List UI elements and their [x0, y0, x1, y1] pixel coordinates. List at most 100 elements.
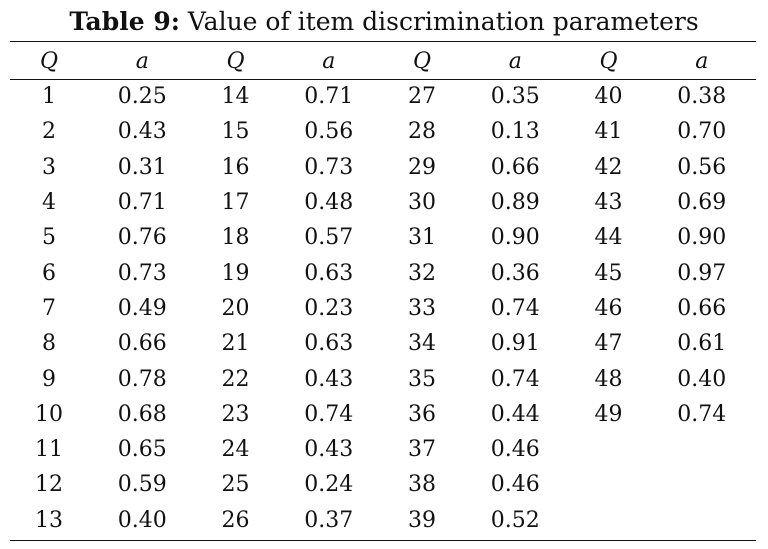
- discrimination-value-cell: 0.71: [117, 190, 167, 216]
- discrimination-value-cell: [648, 432, 757, 467]
- table-row: 3 0.31 16 0.73 29 0.66 42 0.56: [10, 150, 756, 185]
- discrimination-value-cell: 0.90: [490, 225, 540, 251]
- discrimination-value-cell: [648, 467, 757, 502]
- table-caption-label: Table 9:: [69, 7, 180, 36]
- item-number-cell: 37: [408, 437, 436, 463]
- item-number-cell: 19: [221, 260, 250, 286]
- item-number-cell: 42: [594, 154, 623, 180]
- table-row: 1 0.25 14 0.71 27 0.35 40 0.38: [10, 79, 756, 114]
- table-row: 13 0.40 26 0.37 39 0.52: [10, 503, 756, 538]
- item-number-cell: 24: [221, 437, 250, 463]
- discrimination-value-cell: 0.63: [304, 260, 354, 286]
- item-number-cell: 5: [42, 225, 56, 251]
- discrimination-value-cell: 0.74: [490, 366, 540, 392]
- discrimination-table: Q a Q a Q a Q a 1 0.25 14 0.71 27 0.35 40 0.38 2…: [10, 43, 756, 538]
- bottom-rule: [10, 540, 756, 541]
- discrimination-value-cell: 0.61: [677, 331, 727, 357]
- item-number-cell: 2: [42, 119, 56, 145]
- discrimination-value-cell: 0.74: [490, 295, 540, 321]
- item-number-cell: 25: [221, 472, 250, 498]
- table-row: 11 0.65 24 0.43 37 0.46: [10, 432, 756, 467]
- discrimination-value-cell: [648, 503, 757, 538]
- header-cell-q: Q: [599, 48, 618, 74]
- item-number-cell: 1: [42, 84, 56, 110]
- discrimination-value-cell: 0.24: [304, 472, 354, 498]
- item-number-cell: 15: [221, 119, 250, 145]
- item-number-cell: 7: [42, 295, 56, 321]
- discrimination-value-cell: 0.73: [117, 260, 167, 286]
- item-number-cell: 43: [594, 190, 623, 216]
- item-number-cell: 31: [408, 225, 436, 251]
- discrimination-value-cell: 0.63: [304, 331, 354, 357]
- item-number-cell: 45: [594, 260, 623, 286]
- discrimination-value-cell: 0.70: [677, 119, 727, 145]
- discrimination-value-cell: 0.71: [304, 84, 354, 110]
- item-number-cell: 20: [221, 295, 250, 321]
- discrimination-value-cell: 0.43: [304, 437, 354, 463]
- header-rule: [10, 79, 756, 80]
- item-number-cell: 34: [408, 331, 436, 357]
- item-number-cell: 14: [221, 84, 250, 110]
- header-cell-a: a: [508, 48, 522, 74]
- item-number-cell: 46: [594, 295, 623, 321]
- item-number-cell: 26: [221, 507, 250, 533]
- item-number-cell: 21: [221, 331, 250, 357]
- discrimination-value-cell: 0.56: [304, 119, 354, 145]
- discrimination-value-cell: 0.97: [677, 260, 727, 286]
- item-number-cell: 13: [35, 507, 63, 533]
- discrimination-value-cell: 0.25: [117, 84, 167, 110]
- discrimination-value-cell: 0.13: [490, 119, 540, 145]
- table-caption: Table 9: Value of item discrimination pa…: [0, 6, 768, 38]
- item-number-cell: 47: [594, 331, 623, 357]
- discrimination-value-cell: 0.35: [490, 84, 540, 110]
- table-row: 12 0.59 25 0.24 38 0.46: [10, 467, 756, 502]
- discrimination-value-cell: 0.46: [490, 472, 540, 498]
- item-number-cell: 8: [42, 331, 56, 357]
- table-row: 9 0.78 22 0.43 35 0.74 48 0.40: [10, 361, 756, 396]
- discrimination-value-cell: 0.56: [677, 154, 727, 180]
- discrimination-value-cell: 0.74: [304, 401, 354, 427]
- header-cell-q: Q: [39, 48, 59, 74]
- item-number-cell: 36: [408, 401, 436, 427]
- discrimination-value-cell: 0.37: [304, 507, 354, 533]
- discrimination-value-cell: 0.66: [117, 331, 167, 357]
- table-row: 7 0.49 20 0.23 33 0.74 46 0.66: [10, 291, 756, 326]
- discrimination-value-cell: 0.40: [677, 366, 727, 392]
- discrimination-value-cell: 0.23: [304, 295, 354, 321]
- header-cell-a: a: [695, 48, 709, 74]
- discrimination-value-cell: 0.57: [304, 225, 354, 251]
- item-number-cell: 10: [35, 401, 63, 427]
- item-number-cell: 22: [221, 366, 250, 392]
- item-number-cell: 3: [42, 154, 56, 180]
- discrimination-value-cell: 0.78: [117, 366, 167, 392]
- item-number-cell: [570, 467, 648, 502]
- item-number-cell: 11: [35, 437, 63, 463]
- header-cell-q: Q: [226, 48, 245, 74]
- item-number-cell: 6: [42, 260, 56, 286]
- item-number-cell: 16: [221, 154, 250, 180]
- item-number-cell: 49: [594, 401, 623, 427]
- item-number-cell: 44: [594, 225, 623, 251]
- item-number-cell: 33: [408, 295, 436, 321]
- item-number-cell: 48: [594, 366, 623, 392]
- item-number-cell: 9: [42, 366, 56, 392]
- discrimination-value-cell: 0.66: [490, 154, 540, 180]
- item-number-cell: 17: [221, 190, 250, 216]
- item-number-cell: 29: [408, 154, 436, 180]
- item-number-cell: [570, 503, 648, 538]
- table-row: 8 0.66 21 0.63 34 0.91 47 0.61: [10, 326, 756, 361]
- table-body: 1 0.25 14 0.71 27 0.35 40 0.38 2 0.43 15 0.56 28 0.13…: [10, 79, 756, 538]
- item-number-cell: [570, 432, 648, 467]
- discrimination-value-cell: 0.31: [117, 154, 167, 180]
- discrimination-value-cell: 0.89: [490, 190, 540, 216]
- item-number-cell: 18: [221, 225, 250, 251]
- discrimination-value-cell: 0.36: [490, 260, 540, 286]
- discrimination-value-cell: 0.40: [117, 507, 167, 533]
- table-row: 5 0.76 18 0.57 31 0.90 44 0.90: [10, 220, 756, 255]
- item-number-cell: 12: [35, 472, 63, 498]
- discrimination-value-cell: 0.74: [677, 401, 727, 427]
- top-rule: [10, 41, 756, 42]
- header-cell-q: Q: [412, 48, 432, 74]
- discrimination-value-cell: 0.69: [677, 190, 727, 216]
- item-number-cell: 30: [408, 190, 436, 216]
